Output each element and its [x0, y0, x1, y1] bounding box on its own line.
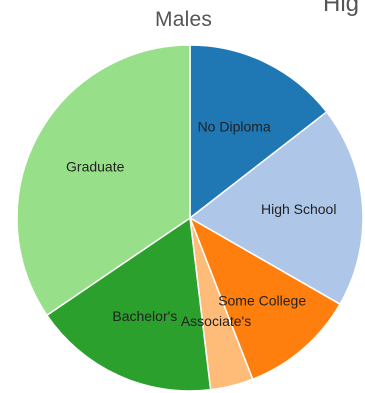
pie-slice-bachelor-s [45, 216, 212, 392]
pie-label-bachelor-s: Bachelor's [112, 308, 177, 324]
pie-slice-some-college [188, 216, 342, 381]
pie-slice-graduate [16, 44, 191, 317]
pie-label-graduate: Graduate [66, 159, 125, 175]
pie-label-some-college: Some College [218, 293, 306, 309]
pie-slice-no-diploma [189, 44, 328, 220]
pie-slice-high-school [188, 110, 364, 306]
adjacent-chart-title-fragment: Hig [323, 0, 360, 17]
chart-title: Males [155, 8, 213, 31]
pie-label-no-diploma: No Diploma [198, 119, 271, 135]
pie-label-high-school: High School [261, 201, 337, 217]
pie-label-associate-s: Associate's [181, 313, 251, 329]
